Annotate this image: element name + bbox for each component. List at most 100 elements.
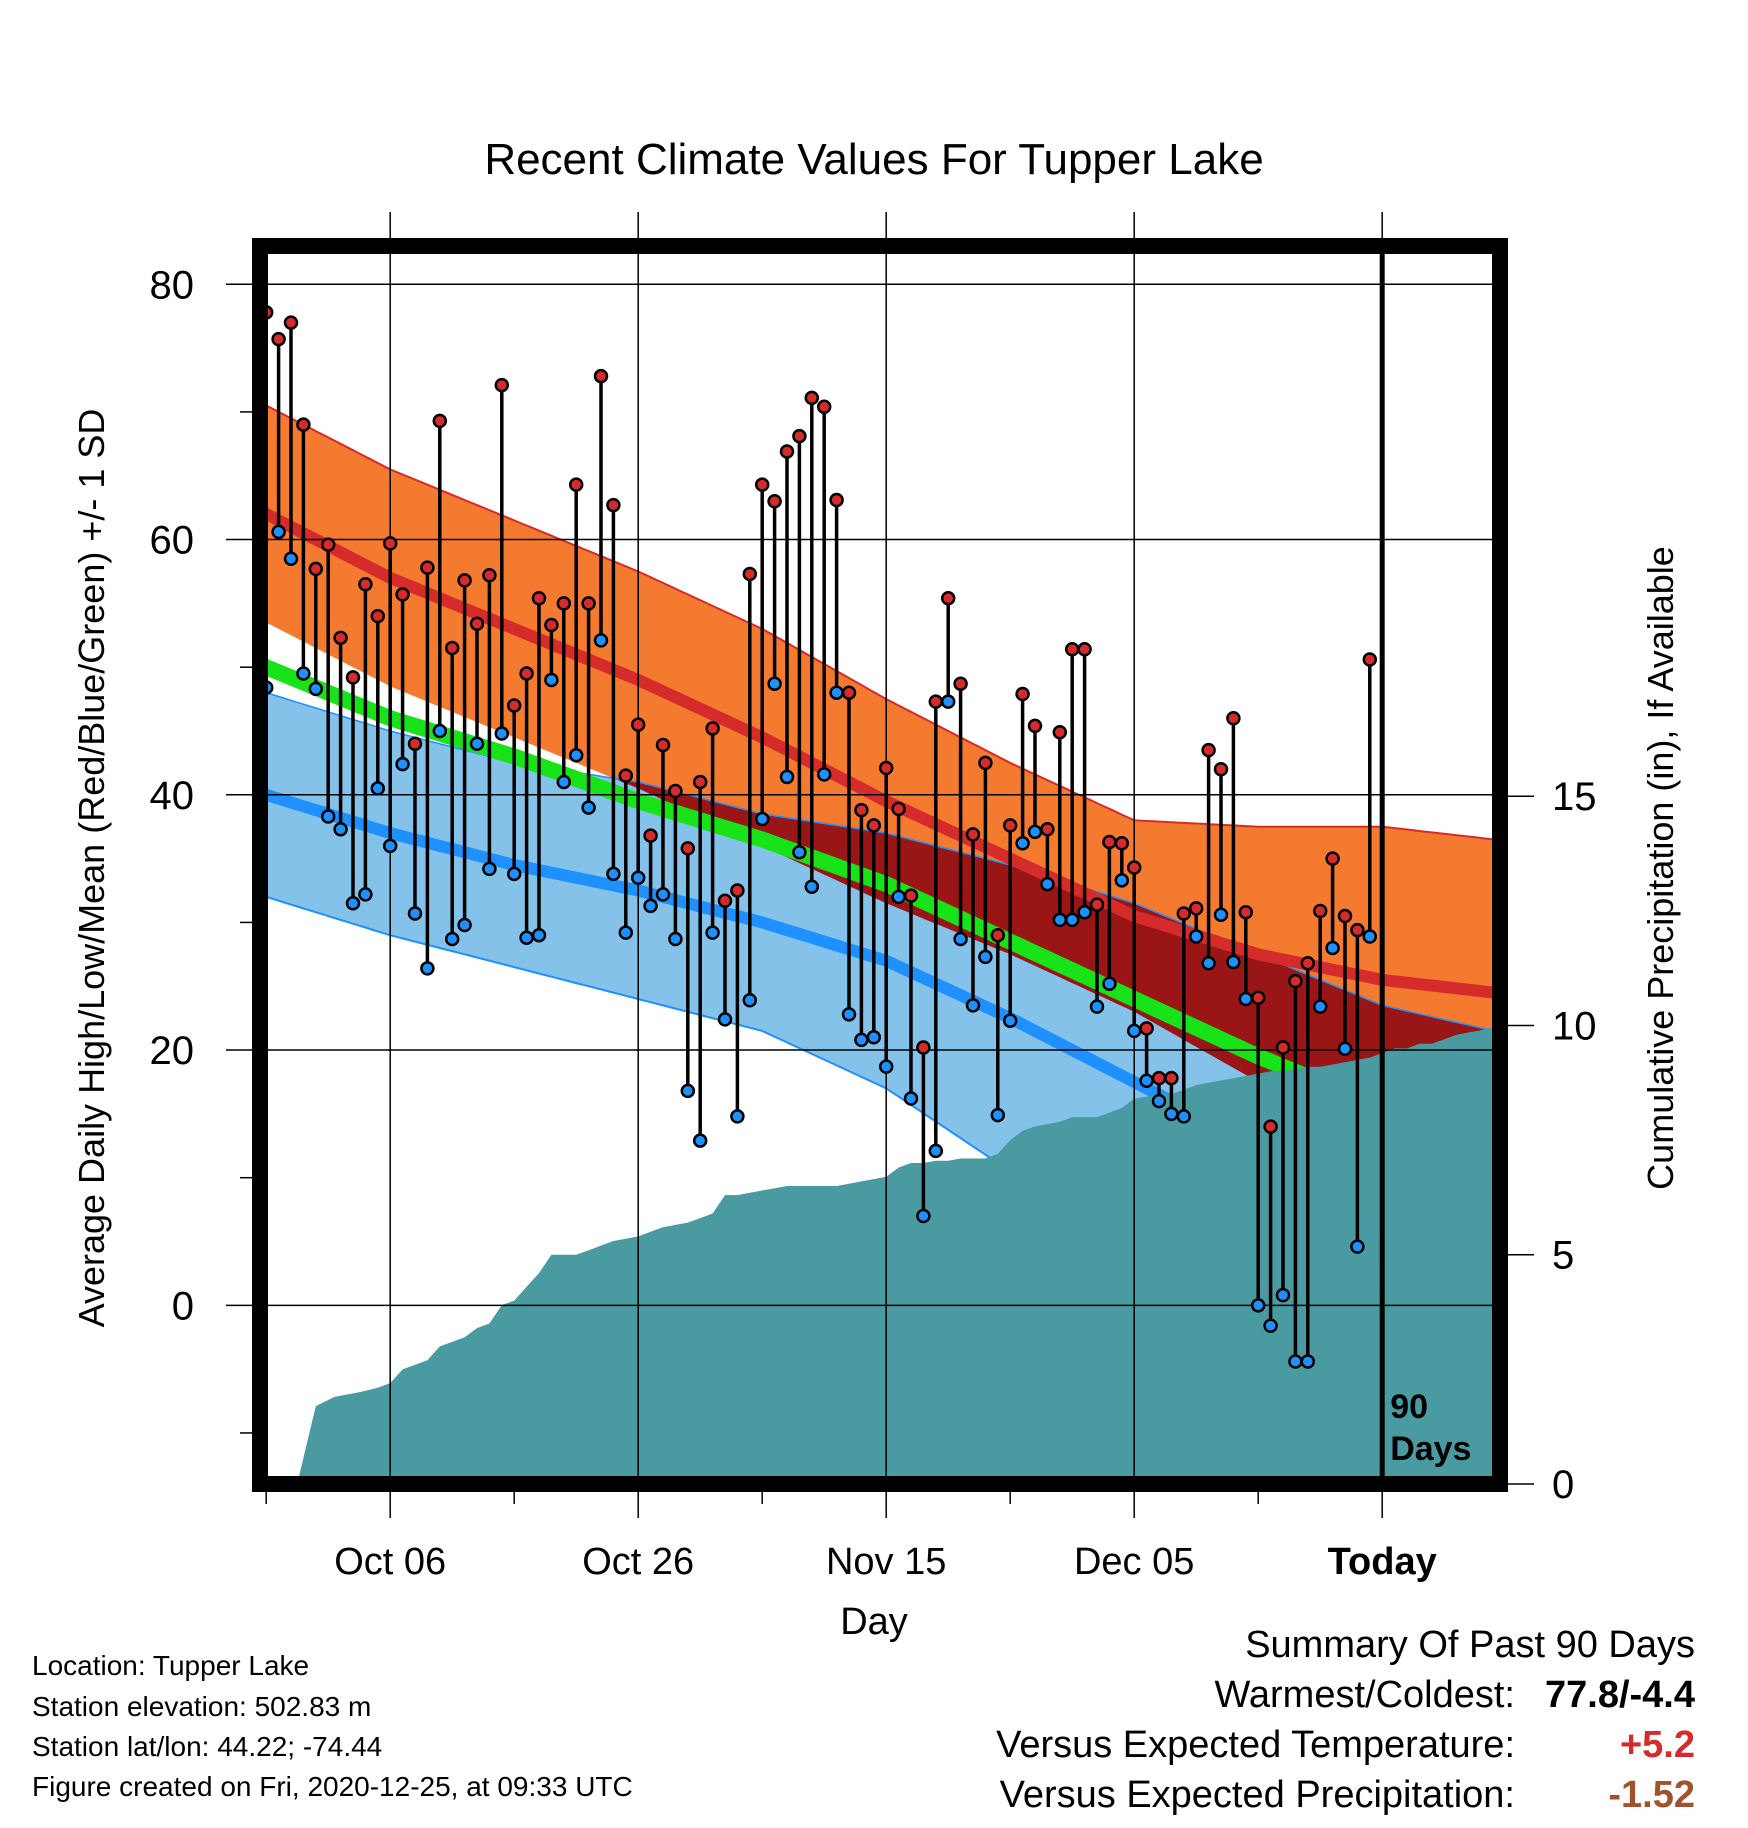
high-point [792,428,807,444]
high-upper-edge [260,404,1500,841]
y-tick-label: 60 [150,519,195,563]
low-point [370,781,386,796]
low-point [494,726,510,741]
high-point [705,721,720,736]
low-point [692,1133,708,1148]
high-point [878,760,894,776]
elevation-text: Station elevation: 502.83 m [32,1691,372,1722]
low-point [990,1107,1006,1123]
low-point [271,524,286,540]
low-point [1188,929,1204,944]
low-point [730,1109,745,1124]
low-point [1362,929,1378,944]
low-point [333,822,348,837]
low-point [308,681,324,697]
high-point [1015,686,1030,702]
low-point [568,747,584,763]
high-point [457,573,472,588]
low-point [556,774,572,790]
high-point [556,596,572,611]
high-point [420,560,435,575]
high-point [593,368,609,384]
low-point [767,676,782,692]
high-point [1238,904,1254,920]
high-point [1213,762,1229,777]
high-point [804,390,820,406]
high-point [1226,710,1241,726]
high-point [296,417,311,432]
low-point [754,811,770,827]
high-point [395,587,410,602]
high-point [668,783,683,799]
low-point [1176,1109,1192,1124]
high-point [841,685,857,700]
low-point [506,866,522,882]
high-point [692,774,708,790]
location-text: Location: Tupper Lake [32,1650,310,1681]
y2-tick-label: 5 [1552,1234,1574,1278]
low-point [792,844,807,860]
y2-tick-label: 0 [1552,1463,1574,1507]
low-point [1288,1354,1303,1369]
low-point [444,931,460,947]
low-point [655,887,671,902]
high-point [1188,901,1204,916]
low-point [630,870,646,886]
low-point [1300,1354,1316,1369]
high-point [1176,906,1192,921]
low-point [953,931,968,947]
today-marker-label-unit: Days [1390,1430,1471,1468]
high-point [1126,860,1142,875]
low-point [779,769,795,785]
low-point [531,927,547,943]
summary-temp-label: Versus Expected Temperature: [996,1724,1515,1766]
x-tick-label: Nov 15 [826,1541,946,1583]
low-point [1151,1093,1167,1109]
low-point [829,685,844,700]
high-point [469,616,485,632]
low-point [1250,1298,1266,1313]
summary-warmest-label: Warmest/Coldest: [1214,1674,1515,1716]
low-point [866,1030,882,1045]
low-point [606,866,621,882]
plot-frame [252,238,1508,1492]
low-point [816,767,832,782]
y2-tick-label: 10 [1552,1004,1597,1048]
low-point [1027,824,1043,840]
high-point [407,736,423,752]
high-point [531,591,547,606]
high-point [1300,956,1316,971]
high-point [717,893,733,908]
low-point [903,1091,919,1106]
high-point [816,399,832,415]
low-point [1263,1318,1278,1333]
low-point [432,723,448,739]
low-point [1325,940,1340,956]
high-point [494,377,510,393]
high-point [1362,652,1378,667]
high-point [432,413,448,429]
low-point [1089,999,1105,1014]
y-tick-label: 40 [150,774,195,818]
high-point [1337,908,1353,924]
high-point [1102,834,1117,850]
low-point [544,672,559,688]
low-point [891,889,906,905]
low-point [841,1007,857,1022]
low-point [1201,956,1216,971]
low-point [1312,999,1328,1014]
high-point [1064,642,1080,657]
high-point [940,591,956,606]
low-point [1052,912,1068,928]
precipitation-area [260,1025,1500,1484]
y-axis-label: Average Daily High/Low/Mean (Red/Blue/Gr… [71,409,112,1328]
low-point [1213,907,1229,923]
high-point [730,883,745,898]
high-point [891,801,906,817]
daily-points [260,305,1378,1369]
low-point [978,949,993,965]
low-point [643,898,658,914]
high-point [506,698,522,713]
low-point [420,961,435,976]
low-point [283,551,299,566]
